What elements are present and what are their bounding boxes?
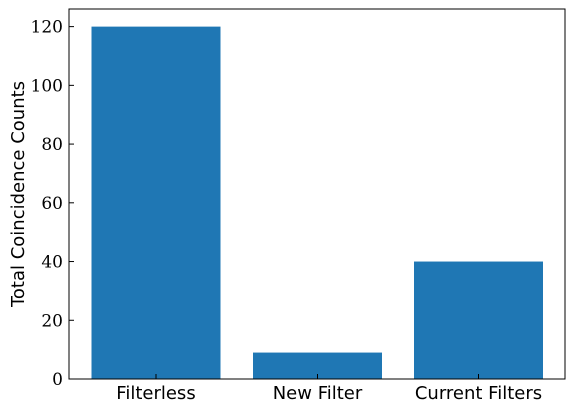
- y-tick-label: 80: [41, 135, 63, 155]
- x-tick-label: Current Filters: [415, 383, 542, 404]
- y-tick-label: 60: [41, 194, 63, 214]
- y-tick-label: 20: [41, 311, 63, 331]
- x-tick-label: Filterless: [116, 383, 195, 404]
- bars-group: [91, 26, 543, 379]
- y-tick-label: 100: [31, 76, 63, 96]
- y-axis-label: Total Coincidence Counts: [8, 81, 29, 308]
- y-tick-label: 120: [31, 18, 63, 38]
- y-axis-ticks: 0 20 40 60 80 100 120: [31, 18, 74, 390]
- bar-filterless: [91, 26, 221, 379]
- x-tick-label: New Filter: [273, 383, 363, 404]
- y-tick-label: 0: [52, 370, 63, 390]
- plot-frame: [68, 8, 566, 380]
- bar-current-filters: [414, 261, 543, 379]
- x-axis-ticks: Filterless New Filter Current Filters: [116, 374, 542, 404]
- y-tick-label: 40: [41, 253, 63, 273]
